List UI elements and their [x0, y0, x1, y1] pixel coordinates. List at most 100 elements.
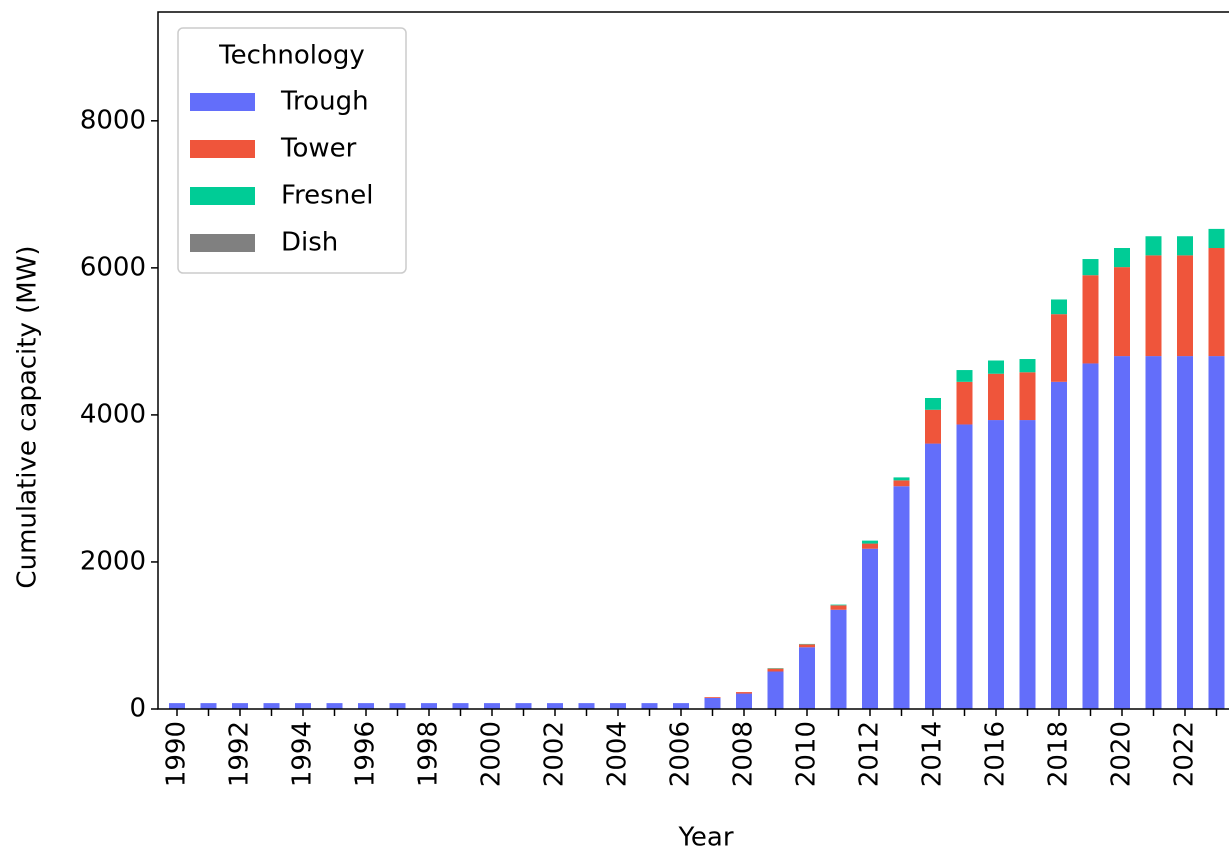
legend-swatch	[190, 93, 255, 111]
bar-segment	[358, 703, 374, 709]
bar-segment	[1019, 372, 1036, 421]
x-tick-label: 2002	[540, 721, 570, 787]
bar-segment	[988, 360, 1004, 374]
bar-segment	[767, 671, 784, 709]
legend-title: Technology	[218, 41, 365, 71]
bar-segment	[862, 540, 878, 544]
x-tick-label: 2016	[981, 721, 1011, 787]
bar-segment	[1082, 363, 1099, 709]
x-tick-label: 2022	[1170, 721, 1200, 787]
legend-swatch	[190, 234, 255, 252]
bar-segment	[736, 693, 752, 709]
legend-label: Tower	[280, 134, 357, 164]
x-tick-label: 2006	[666, 721, 696, 787]
bar-segment	[1051, 381, 1067, 709]
y-tick-label: 4000	[80, 399, 146, 429]
plot-frame	[157, 11, 1229, 710]
bar-segment	[1145, 236, 1162, 256]
x-tick-label: 2012	[855, 721, 885, 787]
bar-segment	[862, 548, 878, 709]
bar-segment	[956, 381, 973, 425]
bar-segment	[200, 703, 217, 709]
legend-label: Fresnel	[281, 181, 373, 211]
x-tick-label: 1998	[414, 721, 444, 787]
bar-segment	[641, 703, 658, 709]
bar-segment	[925, 397, 941, 410]
bar-segment	[1114, 248, 1130, 268]
bar-segment	[799, 647, 815, 709]
bar-segment	[988, 420, 1004, 709]
legend-swatch	[190, 140, 255, 158]
bar-segment	[767, 668, 784, 672]
y-axis-label: Cumulative capacity (MW)	[13, 245, 43, 588]
bar-segment	[452, 703, 469, 709]
x-tick-label: 2020	[1107, 721, 1137, 787]
bar-segment	[1145, 255, 1162, 357]
bar-segment	[1177, 255, 1193, 357]
bar-segment	[1019, 420, 1036, 709]
bar-segment	[295, 703, 311, 709]
y-tick-label: 0	[129, 694, 146, 724]
bar-segment	[1177, 236, 1193, 256]
legend-label: Dish	[281, 228, 338, 258]
bar-segment	[610, 703, 626, 709]
bar-segment	[547, 703, 563, 709]
bar-segment	[736, 692, 752, 694]
bar-segment	[263, 703, 280, 709]
bar-segment	[862, 543, 878, 549]
bar-segment	[1114, 267, 1130, 357]
bar-segment	[925, 409, 941, 444]
bar-segment	[956, 424, 973, 709]
bar-segment	[704, 697, 721, 698]
x-tick-label: 2018	[1044, 721, 1074, 787]
bar-segment	[232, 703, 248, 709]
bar-segment	[830, 604, 847, 606]
x-axis-label: Year	[677, 823, 733, 852]
bar-segment	[1082, 259, 1099, 276]
x-tick-label: 2000	[477, 721, 507, 787]
x-tick-label: 2010	[792, 721, 822, 787]
legend-box	[177, 27, 407, 274]
bar-segment	[389, 703, 406, 709]
bar-segment	[484, 703, 500, 709]
bar-segment	[515, 703, 532, 709]
bar-segment	[1208, 356, 1225, 709]
bar-segment	[1114, 356, 1130, 709]
bar-segment	[1082, 275, 1099, 364]
bar-segment	[830, 605, 847, 610]
x-tick-label: 2014	[918, 721, 948, 787]
bar-segment	[421, 703, 437, 709]
bar-segment	[830, 609, 847, 709]
y-tick-label: 2000	[80, 546, 146, 576]
bar-segment	[326, 703, 343, 709]
bar-segment	[1019, 359, 1036, 373]
bar-segment	[1208, 248, 1225, 357]
bar-segment	[1208, 228, 1225, 249]
bar-segment	[1145, 356, 1162, 709]
x-tick-label: 1992	[225, 721, 255, 787]
legend-label: Trough	[280, 87, 369, 117]
bar-segment	[925, 443, 941, 709]
x-tick-label: 2008	[729, 721, 759, 787]
x-tick-label: 1990	[162, 721, 192, 787]
bar-segment	[673, 703, 689, 709]
y-tick-label: 8000	[80, 105, 146, 135]
x-tick-label: 1996	[351, 721, 381, 787]
y-tick-label: 6000	[80, 252, 146, 282]
bar-segment	[956, 370, 973, 382]
bar-segment	[1051, 314, 1067, 382]
legend-swatch	[190, 187, 255, 205]
bar-segment	[704, 697, 721, 709]
bar-segment	[799, 644, 815, 648]
bar-segment	[1051, 299, 1067, 315]
x-tick-label: 2004	[603, 721, 633, 787]
bar-segment	[893, 486, 910, 709]
bar-segment	[578, 703, 595, 709]
bar-segment	[988, 373, 1004, 421]
x-tick-label: 1994	[288, 721, 318, 787]
bar-segment	[893, 477, 910, 481]
bar-segment	[169, 703, 185, 709]
bar-segment	[893, 480, 910, 487]
bar-segment	[1177, 356, 1193, 709]
